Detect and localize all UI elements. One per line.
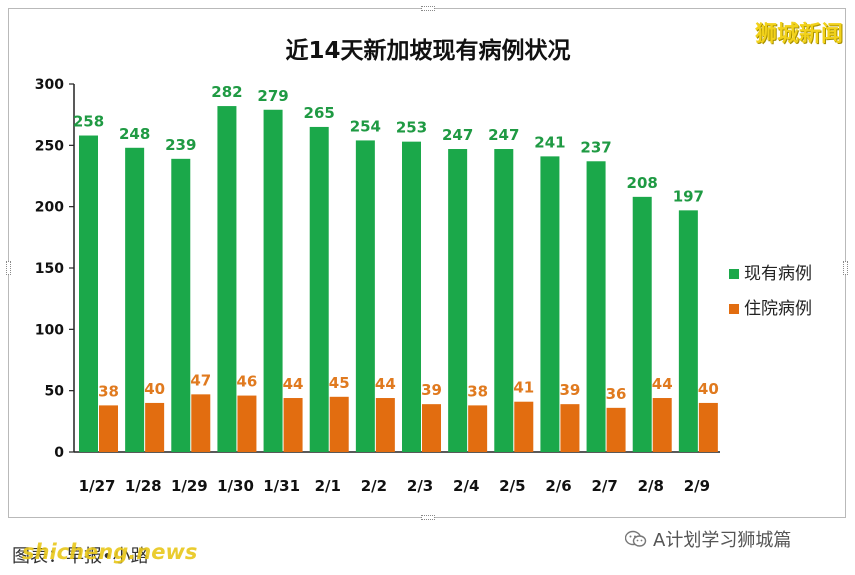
chart-title: 近14天新加坡现有病例状况: [285, 37, 570, 64]
bar-current-cases: [632, 196, 652, 452]
data-label-current: 265: [304, 104, 335, 122]
bar-current-cases: [171, 158, 191, 452]
bar-hospitalised-cases: [698, 402, 718, 452]
legend-swatch: [729, 269, 739, 279]
data-label-current: 254: [350, 117, 381, 135]
wechat-label: A计划学习狮城篇: [653, 530, 792, 551]
x-tick-label: 2/1: [315, 477, 341, 495]
x-tick-label: 1/30: [217, 477, 254, 495]
bar-current-cases: [494, 149, 514, 452]
data-label-current: 248: [119, 125, 150, 143]
x-tick-label: 1/27: [79, 477, 116, 495]
data-label-hospitalised: 39: [421, 381, 442, 399]
data-label-hospitalised: 44: [283, 375, 304, 393]
x-tick-label: 2/9: [684, 477, 710, 495]
bar-current-cases: [309, 126, 329, 452]
wechat-tag: A计划学习狮城篇: [625, 526, 791, 552]
bar-current-cases: [678, 210, 698, 452]
bar-hospitalised-cases: [99, 405, 118, 452]
data-label-current: 197: [673, 187, 704, 205]
x-tick-label: 2/7: [591, 477, 617, 495]
x-tick-label: 2/6: [545, 477, 571, 495]
x-tick-label: 2/4: [453, 477, 479, 495]
bar-hospitalised-cases: [652, 398, 672, 452]
chart-credit: 图表：早报•小路: [12, 546, 149, 567]
x-tick-label: 1/28: [125, 477, 162, 495]
bar-hospitalised-cases: [560, 404, 580, 452]
bar-current-cases: [125, 147, 145, 452]
data-label-current: 241: [534, 133, 565, 151]
bar-hospitalised-cases: [606, 407, 626, 452]
x-tick-label: 2/5: [499, 477, 525, 495]
bar-current-cases: [355, 140, 375, 452]
data-label-hospitalised: 45: [329, 374, 350, 392]
bar-current-cases: [79, 135, 98, 452]
data-label-hospitalised: 39: [559, 381, 580, 399]
bar-hospitalised-cases: [237, 395, 257, 452]
data-label-hospitalised: 44: [375, 375, 396, 393]
x-tick-label: 2/2: [361, 477, 387, 495]
resize-handle-left[interactable]: [6, 261, 11, 275]
bar-hospitalised-cases: [468, 405, 488, 452]
resize-handle-top[interactable]: [421, 6, 435, 11]
bar-current-cases: [217, 106, 237, 452]
y-axis-ticks: 0 50 100 150 200 250 300: [35, 77, 74, 461]
bar-current-cases: [263, 109, 283, 452]
y-tick-label: 0: [54, 445, 64, 461]
x-tick-label: 2/8: [638, 477, 664, 495]
data-label-hospitalised: 36: [606, 385, 627, 403]
legend-label: 住院病例: [744, 299, 812, 319]
data-label-current: 279: [257, 87, 288, 105]
data-label-hospitalised: 38: [467, 382, 488, 400]
bar-current-cases: [586, 161, 606, 452]
x-axis-labels: 1/27 1/28 1/29 1/30 1/31 2/1 2/2 2/3 2/4 2/5 2/6 2/…: [79, 477, 710, 495]
data-label-hospitalised: 47: [190, 371, 211, 389]
data-label-current: 282: [211, 83, 242, 101]
data-label-current: 247: [488, 126, 519, 144]
data-label-current: 237: [580, 138, 611, 156]
bar-hospitalised-cases: [514, 401, 534, 452]
bar-current-cases: [540, 156, 560, 452]
x-tick-label: 1/31: [263, 477, 300, 495]
bar-series: 258 38 248 40 239 47 282 46 279 44 265 45 254 44 253 39…: [73, 83, 719, 453]
data-label-hospitalised: 40: [698, 380, 719, 398]
y-tick-label: 50: [45, 384, 65, 400]
wechat-icon: [625, 530, 647, 547]
data-label-current: 247: [442, 126, 473, 144]
x-tick-label: 1/29: [171, 477, 208, 495]
y-tick-label: 250: [35, 138, 64, 154]
data-label-current: 258: [73, 113, 104, 131]
bar-current-cases: [448, 149, 468, 452]
data-label-hospitalised: 38: [98, 382, 119, 400]
resize-handle-bottom[interactable]: [421, 515, 435, 520]
bar-hospitalised-cases: [145, 402, 165, 452]
brand-watermark: 狮城新闻: [754, 22, 843, 47]
y-tick-label: 300: [35, 77, 64, 93]
data-label-hospitalised: 41: [513, 379, 534, 397]
y-tick-label: 200: [35, 200, 64, 216]
y-tick-label: 150: [35, 261, 64, 277]
data-label-current: 239: [165, 136, 196, 154]
y-tick-label: 100: [35, 322, 64, 338]
x-tick-label: 2/3: [407, 477, 433, 495]
bar-hospitalised-cases: [191, 394, 211, 452]
legend-swatch: [729, 304, 739, 314]
data-label-current: 208: [627, 174, 658, 192]
bar-hospitalised-cases: [283, 398, 303, 452]
bar-current-cases: [402, 141, 421, 453]
bar-hospitalised-cases: [422, 404, 441, 452]
bar-hospitalised-cases: [375, 398, 395, 452]
site-watermark: shicheng.news: [22, 540, 198, 564]
data-label-hospitalised: 40: [144, 380, 165, 398]
data-label-hospitalised: 46: [236, 373, 257, 391]
bar-hospitalised-cases: [329, 396, 349, 452]
legend-label: 现有病例: [744, 264, 812, 284]
data-label-current: 253: [396, 119, 427, 137]
data-label-hospitalised: 44: [652, 375, 673, 393]
resize-handle-right[interactable]: [843, 261, 848, 275]
